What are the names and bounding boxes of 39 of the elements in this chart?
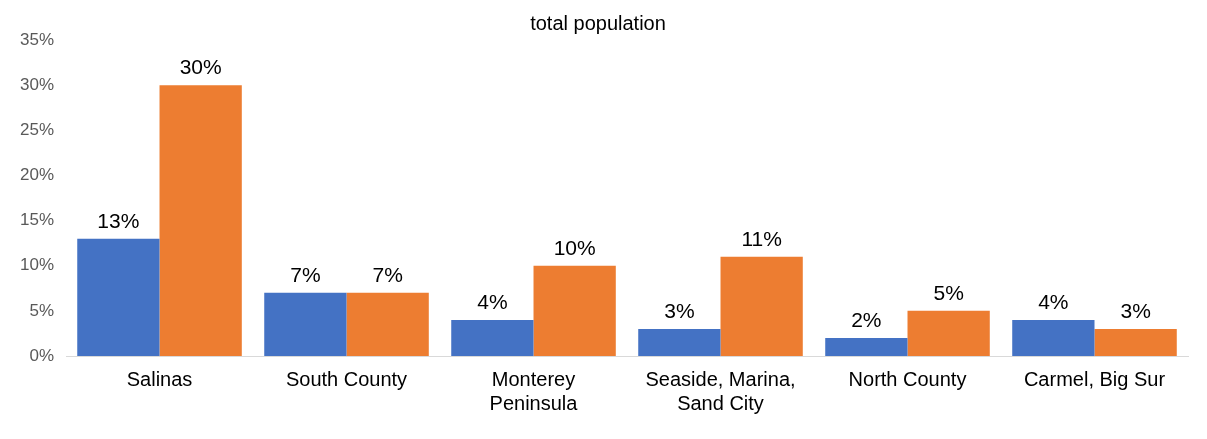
bar — [159, 85, 242, 356]
bar — [533, 265, 616, 356]
chart-title: total population — [530, 11, 666, 34]
y-tick-label: 25% — [19, 119, 55, 139]
x-tick-label: Monterey Peninsula — [489, 367, 579, 414]
data-label: 2% — [851, 308, 882, 332]
x-tick-label: Salinas — [126, 367, 193, 390]
data-label: 7% — [290, 263, 321, 287]
x-tick-label: South County — [285, 367, 408, 390]
y-tick-label: 15% — [19, 210, 55, 230]
bar — [1012, 319, 1095, 356]
y-tick-label: 30% — [19, 74, 55, 94]
bar — [77, 238, 160, 356]
data-label: 3% — [664, 299, 695, 323]
x-tick-label: Seaside, Marina, Sand City — [645, 367, 796, 414]
data-label: 3% — [1120, 299, 1151, 323]
y-tick-label: 5% — [29, 300, 55, 320]
x-tick-label: Carmel, Big Sur — [1023, 367, 1166, 390]
y-tick-label: 20% — [19, 165, 55, 185]
data-label: 7% — [372, 263, 403, 287]
y-tick-label: 0% — [29, 345, 55, 365]
bar — [720, 256, 803, 356]
bar — [825, 337, 908, 356]
bar — [638, 328, 721, 356]
data-label: 13% — [97, 208, 140, 232]
bar — [907, 310, 990, 356]
data-label: 4% — [1038, 290, 1069, 314]
data-label: 4% — [477, 290, 508, 314]
bar — [264, 292, 347, 356]
y-tick-label: 10% — [19, 255, 55, 275]
data-label: 11% — [741, 226, 782, 250]
bar — [451, 319, 534, 356]
data-label: 5% — [933, 281, 964, 305]
data-label: 30% — [179, 55, 222, 79]
bar — [1094, 328, 1177, 356]
data-label: 10% — [553, 236, 596, 260]
x-tick-label: North County — [848, 367, 967, 390]
bar — [346, 292, 429, 356]
y-tick-label: 35% — [19, 29, 55, 49]
